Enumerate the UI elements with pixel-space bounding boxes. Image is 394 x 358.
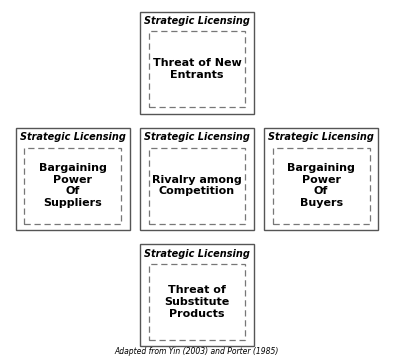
FancyBboxPatch shape [16,128,130,230]
FancyBboxPatch shape [140,244,254,346]
FancyBboxPatch shape [149,264,245,340]
Text: Strategic Licensing: Strategic Licensing [144,132,250,142]
Text: Strategic Licensing: Strategic Licensing [20,132,126,142]
FancyBboxPatch shape [149,31,245,107]
Text: Strategic Licensing: Strategic Licensing [144,16,250,26]
Text: Bargaining
Power
Of
Buyers: Bargaining Power Of Buyers [287,163,355,208]
FancyBboxPatch shape [140,128,254,230]
Text: Strategic Licensing: Strategic Licensing [144,248,250,258]
Text: Bargaining
Power
Of
Suppliers: Bargaining Power Of Suppliers [39,163,107,208]
FancyBboxPatch shape [273,147,370,223]
FancyBboxPatch shape [149,147,245,223]
Text: Threat of
Substitute
Products: Threat of Substitute Products [164,285,230,319]
FancyBboxPatch shape [264,128,378,230]
Text: Strategic Licensing: Strategic Licensing [268,132,374,142]
Text: Adapted from Yin (2003) and Porter (1985): Adapted from Yin (2003) and Porter (1985… [115,347,279,356]
Text: Threat of New
Entrants: Threat of New Entrants [152,58,242,80]
Text: Rivalry among
Competition: Rivalry among Competition [152,175,242,197]
FancyBboxPatch shape [140,11,254,114]
FancyBboxPatch shape [24,147,121,223]
